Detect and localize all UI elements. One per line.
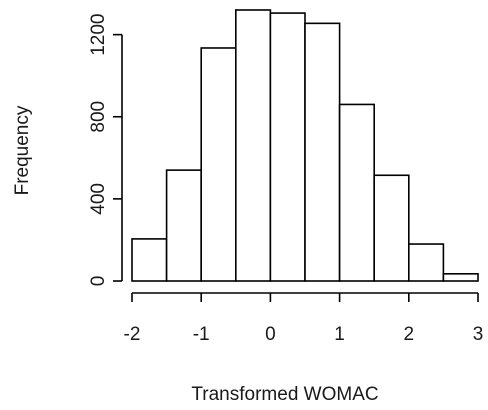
histogram-bar — [165, 169, 203, 282]
histogram-bar — [269, 12, 306, 282]
histogram-bar — [407, 243, 445, 282]
x-axis-label: Transformed WOMAC — [191, 384, 378, 405]
y-axis: 0 400 800 1200 — [88, 13, 123, 287]
histogram-bar — [131, 238, 168, 282]
x-tick-label: 3 — [473, 324, 484, 345]
histogram-bars — [131, 9, 479, 282]
y-tick-label: 400 — [88, 183, 109, 215]
y-tick-label: 0 — [88, 276, 109, 287]
y-axis-label: Frequency — [12, 105, 33, 195]
x-tick-label: 2 — [404, 324, 415, 345]
histogram-bar — [442, 273, 479, 282]
histogram-bar — [235, 9, 272, 282]
histogram-bar — [338, 103, 376, 282]
x-tick-label: 0 — [265, 324, 276, 345]
x-tick-label: -1 — [193, 324, 210, 345]
histogram-bar — [200, 47, 237, 282]
histogram-bar — [373, 174, 410, 282]
x-tick-label: 1 — [334, 324, 345, 345]
y-tick-label: 1200 — [88, 13, 109, 55]
y-tick-label: 800 — [88, 101, 109, 133]
x-axis: -2 -1 0 1 2 3 — [124, 292, 484, 345]
x-tick-label: -2 — [124, 324, 141, 345]
histogram-bar — [304, 22, 341, 282]
